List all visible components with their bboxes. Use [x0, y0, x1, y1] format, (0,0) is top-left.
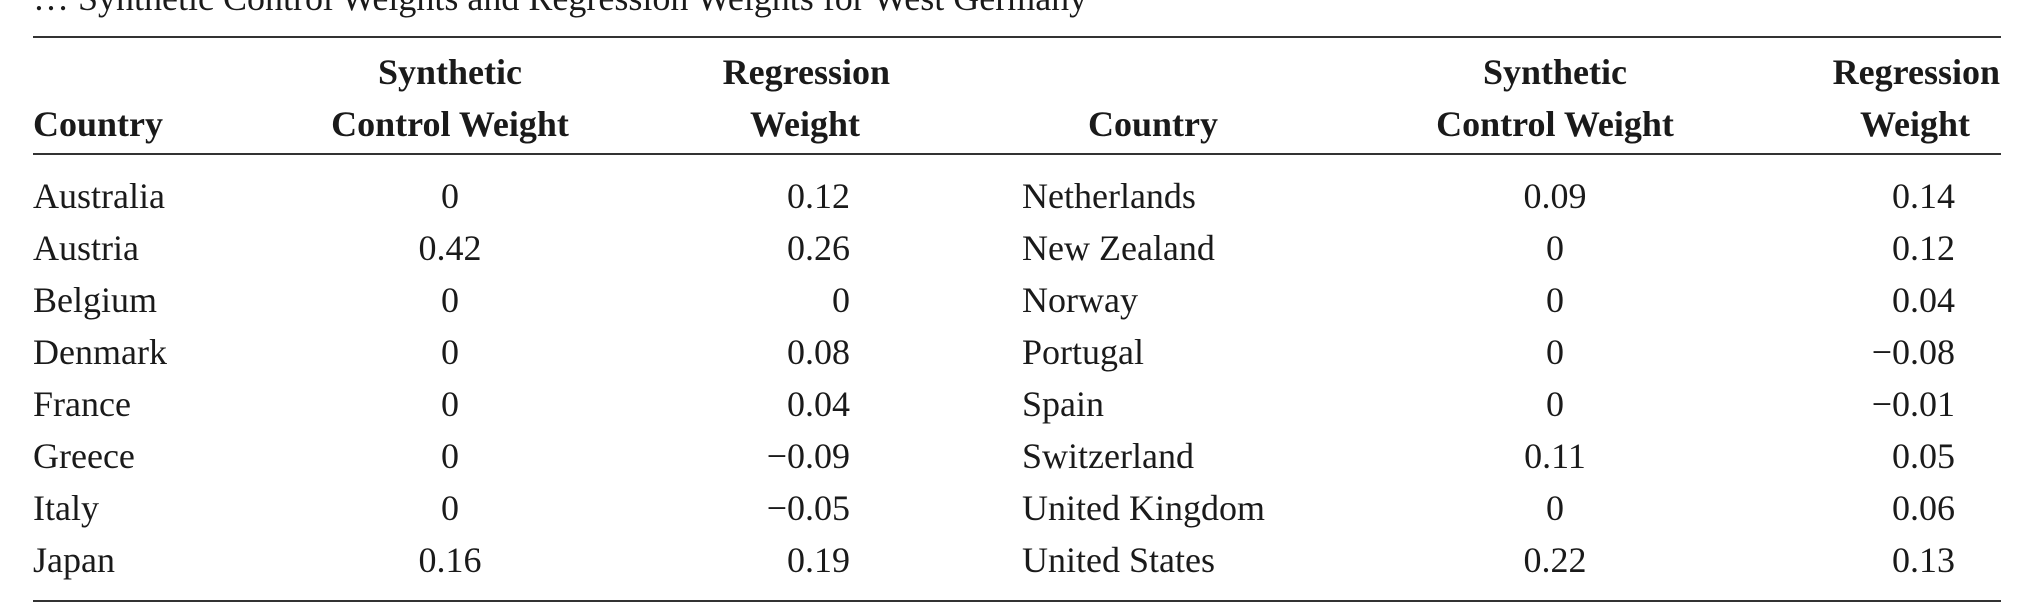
header-regression-right-line1: Regression — [1832, 52, 2000, 92]
header-regression-right-line2: Weight — [1859, 104, 1970, 144]
cell-country-right: Spain — [1022, 384, 1105, 424]
header-synthetic-right-line1: Synthetic — [1483, 52, 1627, 92]
table-caption: … Synthetic Control Weights and Regressi… — [33, 0, 1087, 18]
cell-synthetic-right: 0 — [1546, 228, 1564, 268]
header-synthetic-left-line2: Control Weight — [331, 104, 569, 144]
cell-country-right: Portugal — [1022, 332, 1144, 372]
cell-regression-left: −0.09 — [766, 436, 850, 476]
cell-regression-left: 0.26 — [787, 228, 850, 268]
cell-regression-right: 0.12 — [1892, 228, 1955, 268]
cell-country-left: Austria — [33, 228, 139, 268]
cell-synthetic-right: 0.09 — [1523, 176, 1587, 216]
header-country-right: Country — [1088, 104, 1219, 144]
cell-regression-right: −0.08 — [1871, 332, 1955, 372]
cell-regression-right: 0.04 — [1892, 280, 1955, 320]
cell-synthetic-right: 0 — [1546, 332, 1564, 372]
cell-synthetic-left: 0 — [441, 332, 459, 372]
cell-country-right: Norway — [1022, 280, 1138, 320]
cell-country-left: Greece — [33, 436, 135, 476]
header-synthetic-right-line2: Control Weight — [1436, 104, 1674, 144]
top-rule — [33, 36, 2001, 38]
header-country-left: Country — [33, 104, 164, 144]
cell-country-left: Denmark — [33, 332, 167, 372]
header-regression-left-line1: Regression — [722, 52, 890, 92]
cell-country-left: Australia — [33, 176, 165, 216]
cell-synthetic-right: 0 — [1546, 488, 1564, 528]
cell-synthetic-left: 0 — [441, 280, 459, 320]
cell-regression-right: −0.01 — [1871, 384, 1955, 424]
cell-regression-left: 0 — [832, 280, 850, 320]
cell-regression-left: 0.12 — [787, 176, 850, 216]
cell-synthetic-left: 0.42 — [418, 228, 482, 268]
cell-country-left: Italy — [33, 488, 99, 528]
cell-synthetic-right: 0.11 — [1524, 436, 1586, 476]
cell-country-right: Netherlands — [1022, 176, 1196, 216]
cell-regression-right: 0.13 — [1892, 540, 1955, 580]
cell-regression-left: −0.05 — [766, 488, 850, 528]
cell-country-left: Japan — [33, 540, 115, 580]
cell-country-right: United Kingdom — [1022, 488, 1265, 528]
cell-country-right: New Zealand — [1022, 228, 1215, 268]
cell-regression-left: 0.04 — [787, 384, 850, 424]
cell-synthetic-left: 0 — [441, 488, 459, 528]
cell-country-left: France — [33, 384, 131, 424]
header-rule — [33, 153, 2001, 155]
cell-synthetic-left: 0.16 — [418, 540, 482, 580]
cell-synthetic-right: 0.22 — [1523, 540, 1587, 580]
cell-synthetic-right: 0 — [1546, 280, 1564, 320]
cell-regression-right: 0.14 — [1892, 176, 1955, 216]
bottom-rule — [33, 600, 2001, 602]
cell-country-right: Switzerland — [1022, 436, 1194, 476]
cell-regression-right: 0.06 — [1892, 488, 1955, 528]
cell-synthetic-left: 0 — [441, 436, 459, 476]
cell-regression-left: 0.19 — [787, 540, 850, 580]
cell-country-left: Belgium — [33, 280, 157, 320]
cell-synthetic-left: 0 — [441, 176, 459, 216]
header-regression-left-line2: Weight — [749, 104, 860, 144]
cell-country-right: United States — [1022, 540, 1215, 580]
cell-regression-right: 0.05 — [1892, 436, 1955, 476]
header-synthetic-left-line1: Synthetic — [378, 52, 522, 92]
cell-synthetic-right: 0 — [1546, 384, 1564, 424]
cell-regression-left: 0.08 — [787, 332, 850, 372]
cell-synthetic-left: 0 — [441, 384, 459, 424]
